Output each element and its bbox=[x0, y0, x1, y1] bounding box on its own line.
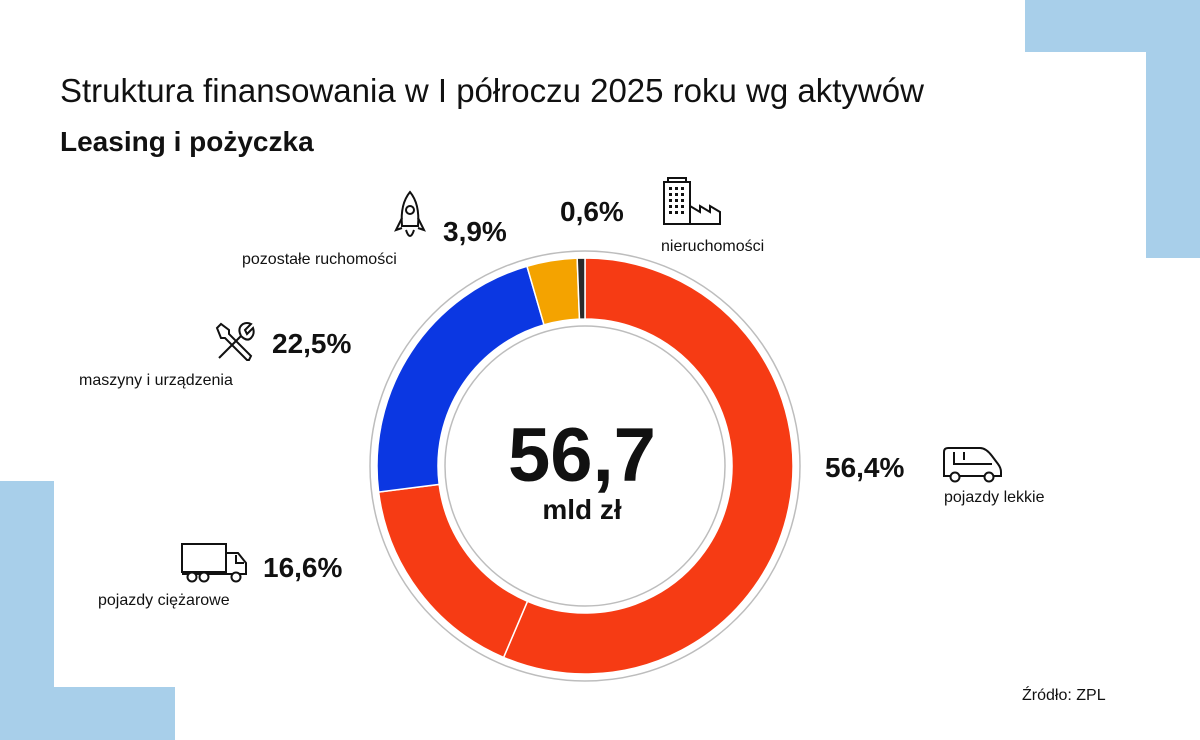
decor-block-bottom-left-upper bbox=[0, 481, 54, 687]
donut-inner-ring bbox=[444, 325, 726, 607]
rocket-icon bbox=[394, 190, 426, 237]
total-unit: mld zł bbox=[542, 494, 622, 525]
data-label-maszyny: 22,5% bbox=[272, 328, 352, 359]
source-note: Źródło: ZPL bbox=[1022, 687, 1106, 704]
slice-nieruchomości bbox=[576, 257, 586, 320]
van-icon bbox=[943, 447, 1002, 483]
donut-outer-ring bbox=[369, 250, 801, 682]
chart-title: Struktura finansowania w I półroczu 2025… bbox=[60, 72, 924, 109]
decor-block-top-right-lower bbox=[1146, 52, 1200, 258]
slice-pojazdy-lekkie bbox=[502, 257, 794, 675]
chart-subtitle: Leasing i pożyczka bbox=[60, 126, 314, 157]
data-label-pojazdy-ciezarowe: 16,6% bbox=[263, 552, 343, 583]
category-pojazdy-ciezarowe: pojazdy ciężarowe bbox=[98, 592, 230, 609]
tools-icon bbox=[215, 322, 255, 361]
data-label-pojazdy-lekkie: 56,4% bbox=[825, 452, 905, 483]
data-label-pozostale: 3,9% bbox=[443, 216, 507, 247]
data-label-nieruchomosci: 0,6% bbox=[560, 196, 624, 227]
decor-block-bottom-left-lower bbox=[0, 687, 175, 740]
total-value: 56,7 bbox=[508, 413, 656, 498]
category-pojazdy-lekkie: pojazdy lekkie bbox=[944, 489, 1045, 506]
category-maszyny: maszyny i urządzenia bbox=[79, 372, 233, 389]
decor-block-top-right-upper bbox=[1025, 0, 1200, 52]
truck-icon bbox=[181, 543, 247, 583]
buildings-icon bbox=[663, 177, 721, 225]
category-pozostale: pozostałe ruchomości bbox=[242, 251, 397, 268]
category-nieruchomosci: nieruchomości bbox=[661, 238, 765, 255]
